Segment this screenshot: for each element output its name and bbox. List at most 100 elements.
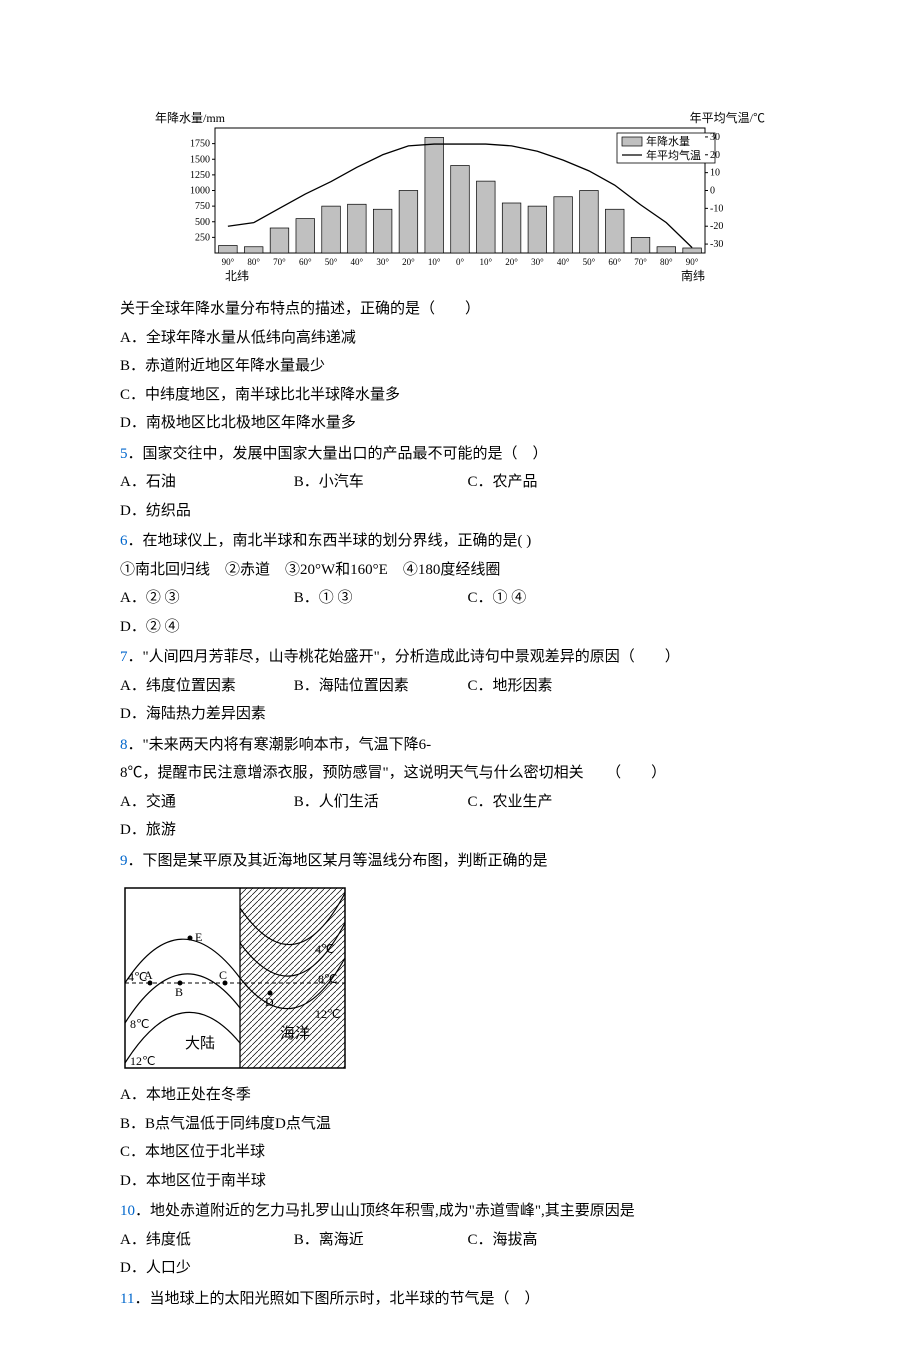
q4-options: A．全球年降水量从低纬向高纬递减 B．赤道附近地区年降水量最少 C．中纬度地区，… — [120, 324, 800, 438]
q8-options: A．交通 B．人们生活 C．农业生产 D．旅游 — [120, 788, 800, 845]
q10-opt-d: D．人口少 — [120, 1254, 290, 1283]
left-y-ticks: 2505007501000125015001750 — [190, 139, 215, 244]
q10-body: ．地处赤道附近的乞力马扎罗山山顶终年积雪,成为"赤道雪峰",其主要原因是 — [135, 1203, 635, 1219]
svg-text:80°: 80° — [660, 257, 673, 267]
svg-text:750: 750 — [195, 201, 210, 212]
q11-text: 11．当地球上的太阳光照如下图所示时，北半球的节气是（ ） — [120, 1285, 800, 1314]
q9-body: ．下图是某平原及其近海地区某月等温线分布图，判断正确的是 — [128, 853, 548, 869]
q7-opt-d: D．海陆热力差异因素 — [120, 700, 290, 729]
svg-text:1250: 1250 — [190, 170, 210, 181]
svg-text:10°: 10° — [479, 257, 492, 267]
svg-text:年降水量: 年降水量 — [646, 134, 690, 148]
q7-text: 7．"人间四月芳菲尽，山寺桃花始盛开"，分析造成此诗句中景观差异的原因（ ） — [120, 643, 800, 672]
svg-text:8℃: 8℃ — [318, 972, 337, 986]
svg-text:30°: 30° — [376, 257, 389, 267]
svg-text:40°: 40° — [351, 257, 364, 267]
north-label: 北纬 — [225, 269, 249, 283]
svg-text:60°: 60° — [299, 257, 312, 267]
q5-opt-b: B．小汽车 — [294, 468, 464, 497]
q9-num: 9 — [120, 853, 128, 869]
q5-opt-d: D．纺织品 — [120, 497, 290, 526]
svg-text:4℃: 4℃ — [128, 970, 147, 984]
chart-legend: 年降水量 年平均气温 — [617, 133, 715, 163]
svg-text:20°: 20° — [402, 257, 415, 267]
q7-opt-c: C．地形因素 — [468, 672, 638, 701]
svg-text:50°: 50° — [325, 257, 338, 267]
q7-options: A．纬度位置因素 B．海陆位置因素 C．地形因素 D．海陆热力差异因素 — [120, 672, 800, 729]
q9-opt-b: B．B点气温低于同纬度D点气温 — [120, 1110, 800, 1139]
svg-text:90°: 90° — [222, 257, 235, 267]
q7-opt-a: A．纬度位置因素 — [120, 672, 290, 701]
right-axis-title: 年平均气温/℃ — [690, 110, 765, 125]
q9-text: 9．下图是某平原及其近海地区某月等温线分布图，判断正确的是 — [120, 847, 800, 876]
svg-text:-30: -30 — [710, 239, 723, 250]
q9-opt-a: A．本地正处在冬季 — [120, 1081, 800, 1110]
svg-text:海洋: 海洋 — [280, 1025, 310, 1042]
svg-text:500: 500 — [195, 217, 210, 228]
q5-body: ．国家交往中，发展中国家大量出口的产品最不可能的是（ ） — [128, 446, 548, 462]
q6-options: A．② ③ B．① ③ C．① ④ D．② ④ — [120, 584, 800, 641]
svg-text:60°: 60° — [608, 257, 621, 267]
svg-text:12℃: 12℃ — [130, 1054, 155, 1068]
q10-opt-b: B．离海近 — [294, 1226, 464, 1255]
left-axis-title: 年降水量/mm — [155, 111, 226, 125]
q8-text: 8．"未来两天内将有寒潮影响本市，气温下降6- — [120, 731, 800, 760]
svg-text:50°: 50° — [583, 257, 596, 267]
svg-text:250: 250 — [195, 232, 210, 243]
svg-text:0: 0 — [710, 186, 715, 197]
svg-text:1750: 1750 — [190, 139, 210, 150]
q8-text2: 8℃，提醒市民注意增添衣服，预防感冒"，这说明天气与什么密切相关 （ ） — [120, 759, 800, 788]
svg-text:C: C — [219, 968, 227, 982]
svg-text:12℃: 12℃ — [315, 1007, 340, 1021]
svg-text:4℃: 4℃ — [315, 942, 334, 956]
q4-opt-a: A．全球年降水量从低纬向高纬递减 — [120, 324, 460, 353]
svg-text:70°: 70° — [273, 257, 286, 267]
q5-text: 5．国家交往中，发展中国家大量出口的产品最不可能的是（ ） — [120, 440, 800, 469]
svg-text:B: B — [175, 985, 183, 999]
svg-text:-20: -20 — [710, 221, 723, 232]
q4-intro: 关于全球年降水量分布特点的描述，正确的是（ ） — [120, 295, 800, 324]
svg-text:20°: 20° — [505, 257, 518, 267]
climate-chart: 年降水量/mm 年平均气温/℃ 年降水量 年平均气温 250 500 750 10 0 0… — [145, 110, 775, 285]
q8-opt-c: C．农业生产 — [468, 788, 638, 817]
q4-opt-b: B．赤道附近地区年降水量最少 — [120, 352, 460, 381]
q8-num: 8 — [120, 737, 128, 753]
q8-body1: ．"未来两天内将有寒潮影响本市，气温下降6- — [128, 737, 432, 753]
q4-opt-d: D．南极地区比北极地区年降水量多 — [120, 409, 460, 438]
svg-text:10°: 10° — [428, 257, 441, 267]
q5-num: 5 — [120, 446, 128, 462]
q7-body: ．"人间四月芳菲尽，山寺桃花始盛开"，分析造成此诗句中景观差异的原因（ ） — [128, 649, 680, 665]
q6-num: 6 — [120, 533, 128, 549]
svg-text:40°: 40° — [557, 257, 570, 267]
q10-opt-c: C．海拔高 — [468, 1226, 638, 1255]
svg-text:-10: -10 — [710, 203, 723, 214]
q10-num: 10 — [120, 1203, 135, 1219]
svg-text:70°: 70° — [634, 257, 647, 267]
q5-opt-c: C．农产品 — [468, 468, 638, 497]
svg-text:10: 10 — [710, 168, 720, 179]
svg-text:90°: 90° — [686, 257, 699, 267]
q7-opt-b: B．海陆位置因素 — [294, 672, 464, 701]
q6-sub: ①南北回归线 ②赤道 ③20°W和160°E ④180度经线圈 — [120, 556, 800, 585]
q10-options: A．纬度低 B．离海近 C．海拔高 D．人口少 — [120, 1226, 800, 1283]
q9-opt-d: D．本地区位于南半球 — [120, 1167, 800, 1196]
q4-opt-c: C．中纬度地区，南半球比北半球降水量多 — [120, 381, 460, 410]
x-axis-labels: 90° 80° 70° 60° 50° 40° 30° 20° 10° 0° 10° 20° 30° 40… — [222, 257, 699, 267]
svg-text:1500: 1500 — [190, 154, 210, 165]
q7-num: 7 — [120, 649, 128, 665]
svg-text:30: 30 — [710, 132, 720, 143]
q8-opt-d: D．旅游 — [120, 816, 290, 845]
q9-opt-c: C．本地区位于北半球 — [120, 1138, 800, 1167]
q6-opt-c: C．① ④ — [468, 584, 638, 613]
q6-opt-a: A．② ③ — [120, 584, 290, 613]
q8-opt-a: A．交通 — [120, 788, 290, 817]
q11-num: 11 — [120, 1291, 134, 1307]
svg-text:30°: 30° — [531, 257, 544, 267]
svg-text:80°: 80° — [247, 257, 260, 267]
q6-body: ．在地球仪上，南北半球和东西半球的划分界线，正确的是( ) — [128, 533, 532, 549]
q6-opt-d: D．② ④ — [120, 613, 290, 642]
q5-opt-a: A．石油 — [120, 468, 290, 497]
svg-text:0°: 0° — [456, 257, 465, 267]
svg-text:20: 20 — [710, 150, 720, 161]
svg-text:D: D — [265, 995, 274, 1009]
